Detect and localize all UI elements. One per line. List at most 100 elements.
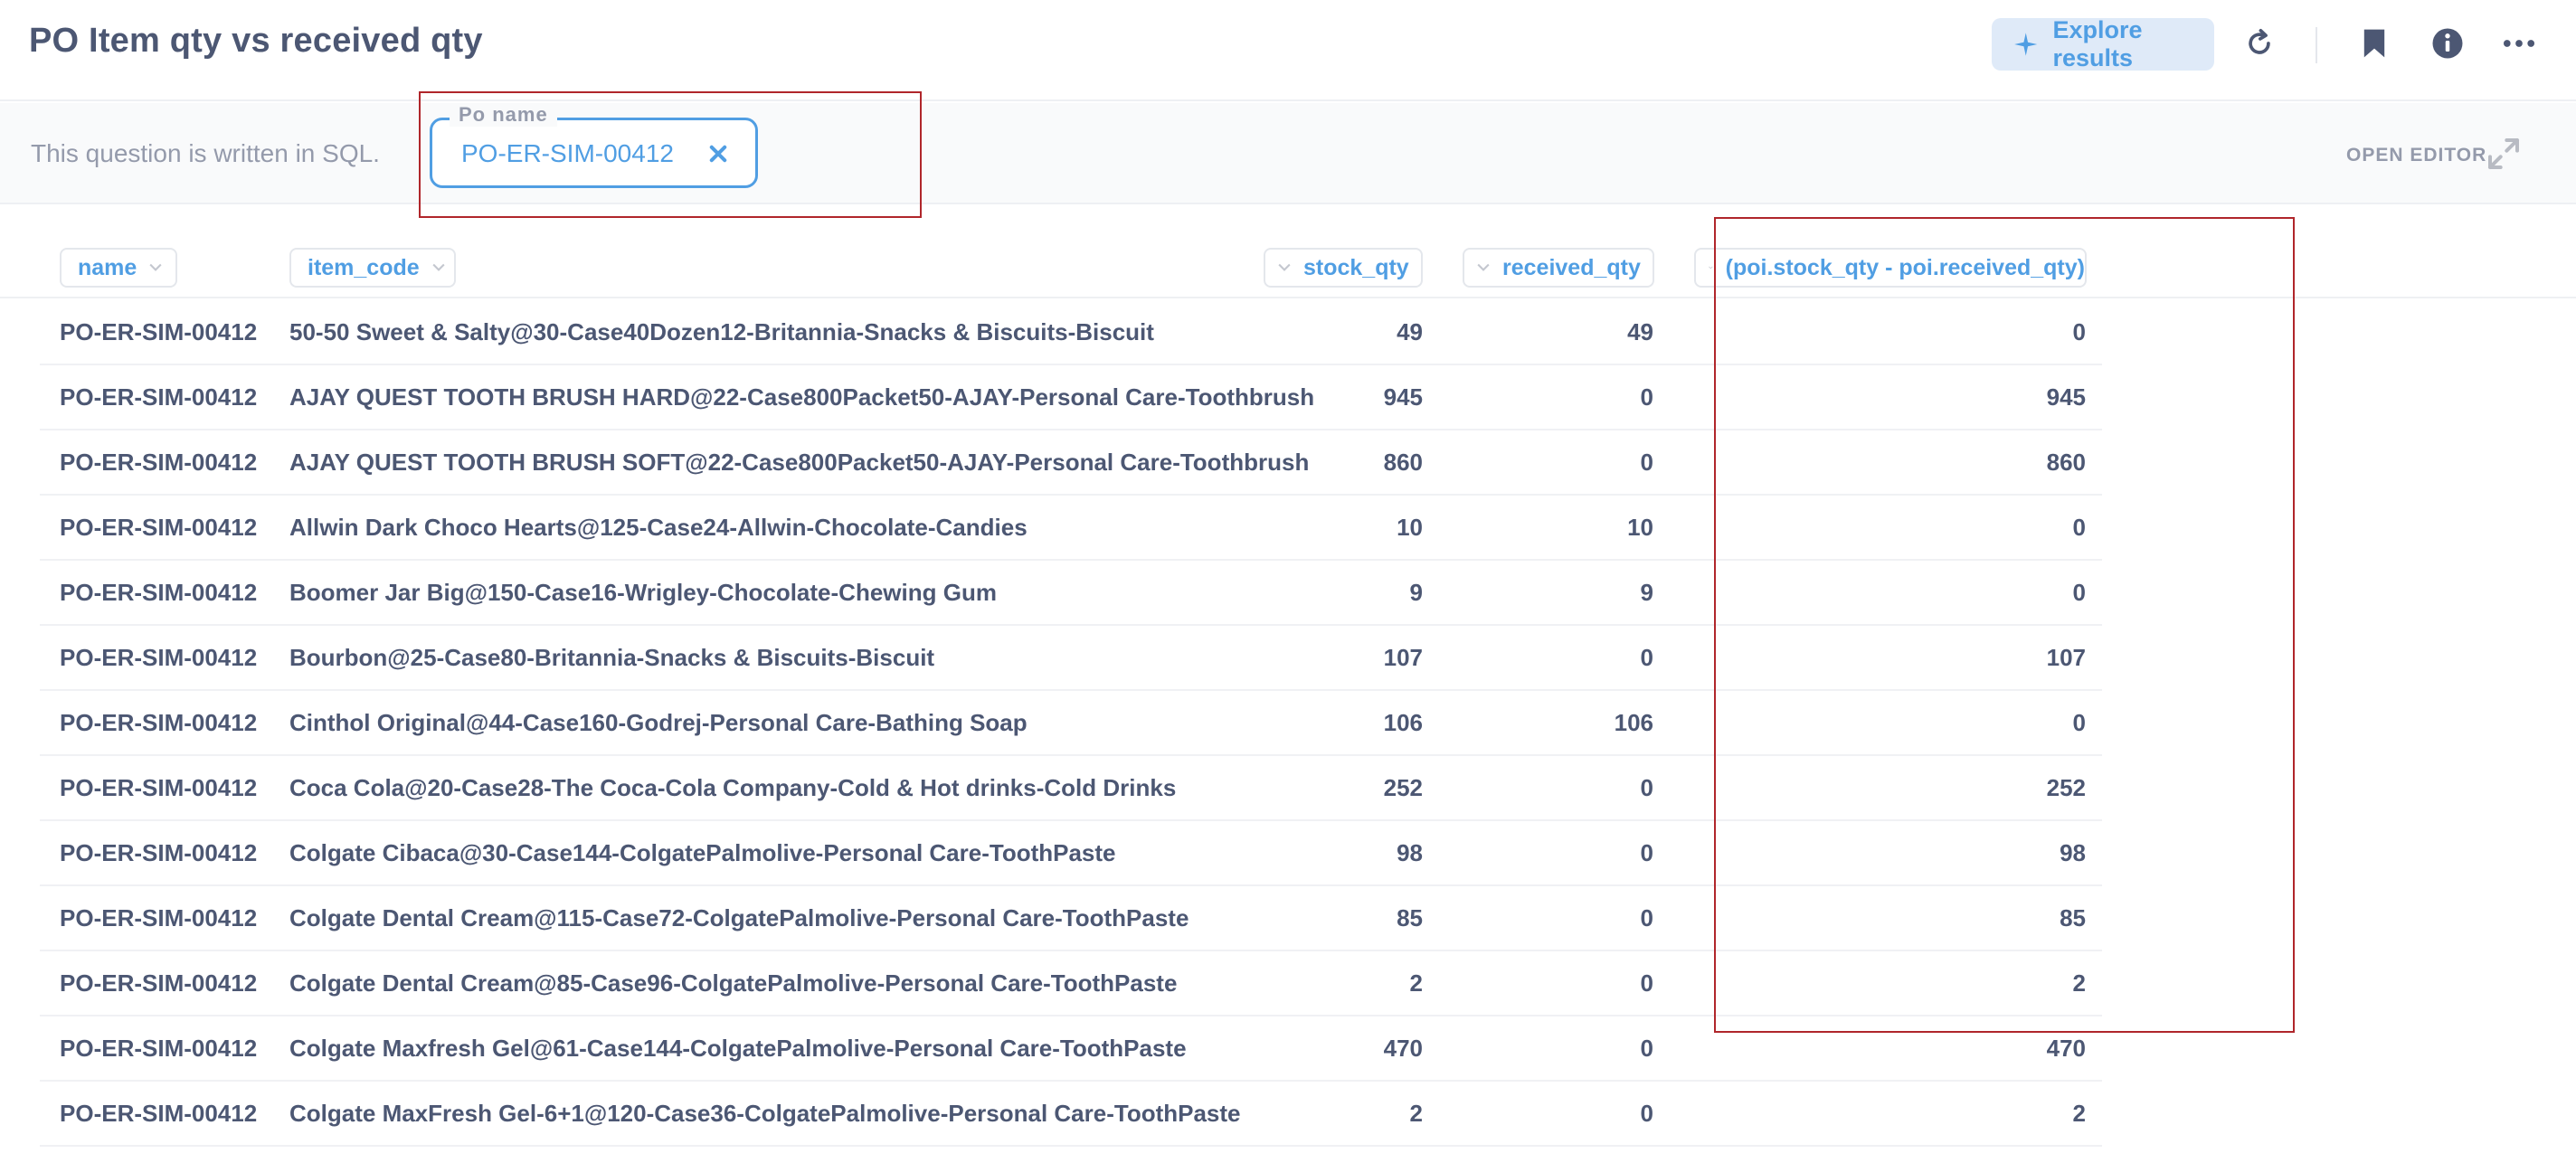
cell-item-code[interactable]: AJAY QUEST TOOTH BRUSH SOFT@22-Case800Pa… xyxy=(289,449,1310,476)
table-row: PO-ER-SIM-00412 Colgate Maxfresh Gel@61-… xyxy=(40,1016,2102,1082)
bookmark-icon[interactable] xyxy=(2356,25,2392,61)
cell-stock-qty[interactable]: 470 xyxy=(1383,1035,1423,1062)
cell-item-code[interactable]: Coca Cola@20-Case28-The Coca-Cola Compan… xyxy=(289,774,1177,801)
cell-name[interactable]: PO-ER-SIM-00412 xyxy=(60,1035,258,1062)
cell-stock-qty[interactable]: 107 xyxy=(1383,644,1423,671)
cell-item-code[interactable]: Colgate Cibaca@30-Case144-ColgatePalmoli… xyxy=(289,839,1116,866)
explore-results-button[interactable]: Explore results xyxy=(1992,16,2214,71)
cell-difference[interactable]: 0 xyxy=(2072,514,2086,541)
cell-difference[interactable]: 98 xyxy=(2060,839,2086,866)
cell-name[interactable]: PO-ER-SIM-00412 xyxy=(60,644,258,671)
cell-received-qty[interactable]: 0 xyxy=(1640,644,1653,671)
cell-item-code[interactable]: Colgate Dental Cream@85-Case96-ColgatePa… xyxy=(289,969,1178,997)
sparkle-icon xyxy=(2014,33,2038,56)
filter-value[interactable]: PO-ER-SIM-00412 xyxy=(461,139,674,167)
info-icon[interactable] xyxy=(2429,25,2466,61)
table-row: PO-ER-SIM-00412 Colgate Dental Cream@115… xyxy=(40,886,2102,951)
cell-item-code[interactable]: Colgate Dental Cream@115-Case72-ColgateP… xyxy=(289,904,1189,931)
column-header-label: stock_qty xyxy=(1303,254,1409,280)
cell-name[interactable]: PO-ER-SIM-00412 xyxy=(60,514,258,541)
cell-difference[interactable]: 860 xyxy=(2046,449,2086,476)
po-name-filter[interactable] xyxy=(430,118,758,188)
cell-difference[interactable]: 470 xyxy=(2046,1035,2086,1062)
table-row: PO-ER-SIM-00412 Allwin Dark Choco Hearts… xyxy=(40,496,2102,561)
column-header-stock-minus-received[interactable]: (poi.stock_qty - poi.received_qty) xyxy=(1694,248,2087,288)
cell-stock-qty[interactable]: 98 xyxy=(1397,839,1423,866)
column-header-stock-qty[interactable]: stock_qty xyxy=(1264,248,1423,288)
cell-name[interactable]: PO-ER-SIM-00412 xyxy=(60,449,258,476)
refresh-icon[interactable] xyxy=(2241,25,2278,61)
cell-item-code[interactable]: Bourbon@25-Case80-Britannia-Snacks & Bis… xyxy=(289,644,935,671)
cell-item-code[interactable]: Boomer Jar Big@150-Case16-Wrigley-Chocol… xyxy=(289,579,997,606)
table-row: PO-ER-SIM-00412 Bourbon@25-Case80-Britan… xyxy=(40,626,2102,691)
cell-difference[interactable]: 0 xyxy=(2072,579,2086,606)
cell-item-code[interactable]: Colgate MaxFresh Gel-6+1@120-Case36-Colg… xyxy=(289,1100,1241,1127)
column-header-label: item_code xyxy=(308,254,420,280)
cell-difference[interactable]: 252 xyxy=(2046,774,2086,801)
cell-difference[interactable]: 2 xyxy=(2072,1100,2086,1127)
cell-stock-qty[interactable]: 2 xyxy=(1409,1100,1423,1127)
cell-difference[interactable]: 2 xyxy=(2072,969,2086,997)
cell-received-qty[interactable]: 106 xyxy=(1614,709,1653,736)
cell-name[interactable]: PO-ER-SIM-00412 xyxy=(60,904,258,931)
cell-received-qty[interactable]: 0 xyxy=(1640,383,1653,411)
table-row: PO-ER-SIM-00412 Colgate MaxFresh Gel-6+1… xyxy=(40,1082,2102,1147)
cell-received-qty[interactable]: 0 xyxy=(1640,969,1653,997)
cell-received-qty[interactable]: 9 xyxy=(1640,579,1653,606)
table-row: PO-ER-SIM-00412 Colgate Dental Cream@85-… xyxy=(40,951,2102,1016)
cell-difference[interactable]: 0 xyxy=(2072,318,2086,345)
cell-item-code[interactable]: Colgate Maxfresh Gel@61-Case144-ColgateP… xyxy=(289,1035,1187,1062)
chevron-down-icon xyxy=(1278,263,1291,271)
cell-received-qty[interactable]: 0 xyxy=(1640,449,1653,476)
cell-name[interactable]: PO-ER-SIM-00412 xyxy=(60,839,258,866)
cell-name[interactable]: PO-ER-SIM-00412 xyxy=(60,709,258,736)
cell-name[interactable]: PO-ER-SIM-00412 xyxy=(60,969,258,997)
cell-received-qty[interactable]: 0 xyxy=(1640,774,1653,801)
cell-difference[interactable]: 0 xyxy=(2072,709,2086,736)
cell-difference[interactable]: 85 xyxy=(2060,904,2086,931)
open-editor-button[interactable]: OPEN EDITOR xyxy=(2346,145,2487,165)
cell-stock-qty[interactable]: 9 xyxy=(1409,579,1423,606)
cell-stock-qty[interactable]: 85 xyxy=(1397,904,1423,931)
chevron-down-icon xyxy=(432,263,445,271)
cell-name[interactable]: PO-ER-SIM-00412 xyxy=(60,774,258,801)
cell-received-qty[interactable]: 0 xyxy=(1640,1035,1653,1062)
cell-item-code[interactable]: 50-50 Sweet & Salty@30-Case40Dozen12-Bri… xyxy=(289,318,1154,345)
column-header-label: (poi.stock_qty - poi.received_qty) xyxy=(1725,254,2085,280)
column-header-received-qty[interactable]: received_qty xyxy=(1463,248,1654,288)
more-icon[interactable] xyxy=(2501,25,2537,61)
explore-results-label: Explore results xyxy=(2052,16,2143,71)
cell-received-qty[interactable]: 0 xyxy=(1640,839,1653,866)
cell-name[interactable]: PO-ER-SIM-00412 xyxy=(60,383,258,411)
cell-received-qty[interactable]: 10 xyxy=(1627,514,1653,541)
table-row: PO-ER-SIM-00412 50-50 Sweet & Salty@30-C… xyxy=(40,300,2102,365)
cell-item-code[interactable]: AJAY QUEST TOOTH BRUSH HARD@22-Case800Pa… xyxy=(289,383,1315,411)
table-row: PO-ER-SIM-00412 AJAY QUEST TOOTH BRUSH S… xyxy=(40,430,2102,496)
column-header-item-code[interactable]: item_code xyxy=(289,248,456,288)
cell-name[interactable]: PO-ER-SIM-00412 xyxy=(60,1100,258,1127)
cell-stock-qty[interactable]: 106 xyxy=(1383,709,1423,736)
cell-item-code[interactable]: Cinthol Original@44-Case160-Godrej-Perso… xyxy=(289,709,1028,736)
sql-note: This question is written in SQL. xyxy=(31,139,380,167)
cell-stock-qty[interactable]: 2 xyxy=(1409,969,1423,997)
cell-stock-qty[interactable]: 945 xyxy=(1383,383,1423,411)
cell-difference[interactable]: 945 xyxy=(2046,383,2086,411)
cell-stock-qty[interactable]: 860 xyxy=(1383,449,1423,476)
column-header-name[interactable]: name xyxy=(60,248,177,288)
cell-name[interactable]: PO-ER-SIM-00412 xyxy=(60,318,258,345)
cell-received-qty[interactable]: 49 xyxy=(1627,318,1653,345)
cell-stock-qty[interactable]: 10 xyxy=(1397,514,1423,541)
cell-received-qty[interactable]: 0 xyxy=(1640,904,1653,931)
cell-stock-qty[interactable]: 252 xyxy=(1383,774,1423,801)
table-row: PO-ER-SIM-00412 Boomer Jar Big@150-Case1… xyxy=(40,561,2102,626)
cell-received-qty[interactable]: 0 xyxy=(1640,1100,1653,1127)
column-header-label: name xyxy=(78,254,137,280)
cell-stock-qty[interactable]: 49 xyxy=(1397,318,1423,345)
table-row: PO-ER-SIM-00412 Cinthol Original@44-Case… xyxy=(40,691,2102,756)
cell-item-code[interactable]: Allwin Dark Choco Hearts@125-Case24-Allw… xyxy=(289,514,1028,541)
close-icon[interactable] xyxy=(707,143,729,165)
cell-name[interactable]: PO-ER-SIM-00412 xyxy=(60,579,258,606)
expand-icon[interactable] xyxy=(2486,136,2522,172)
cell-difference[interactable]: 107 xyxy=(2046,644,2086,671)
page-title: PO Item qty vs received qty xyxy=(29,22,483,60)
